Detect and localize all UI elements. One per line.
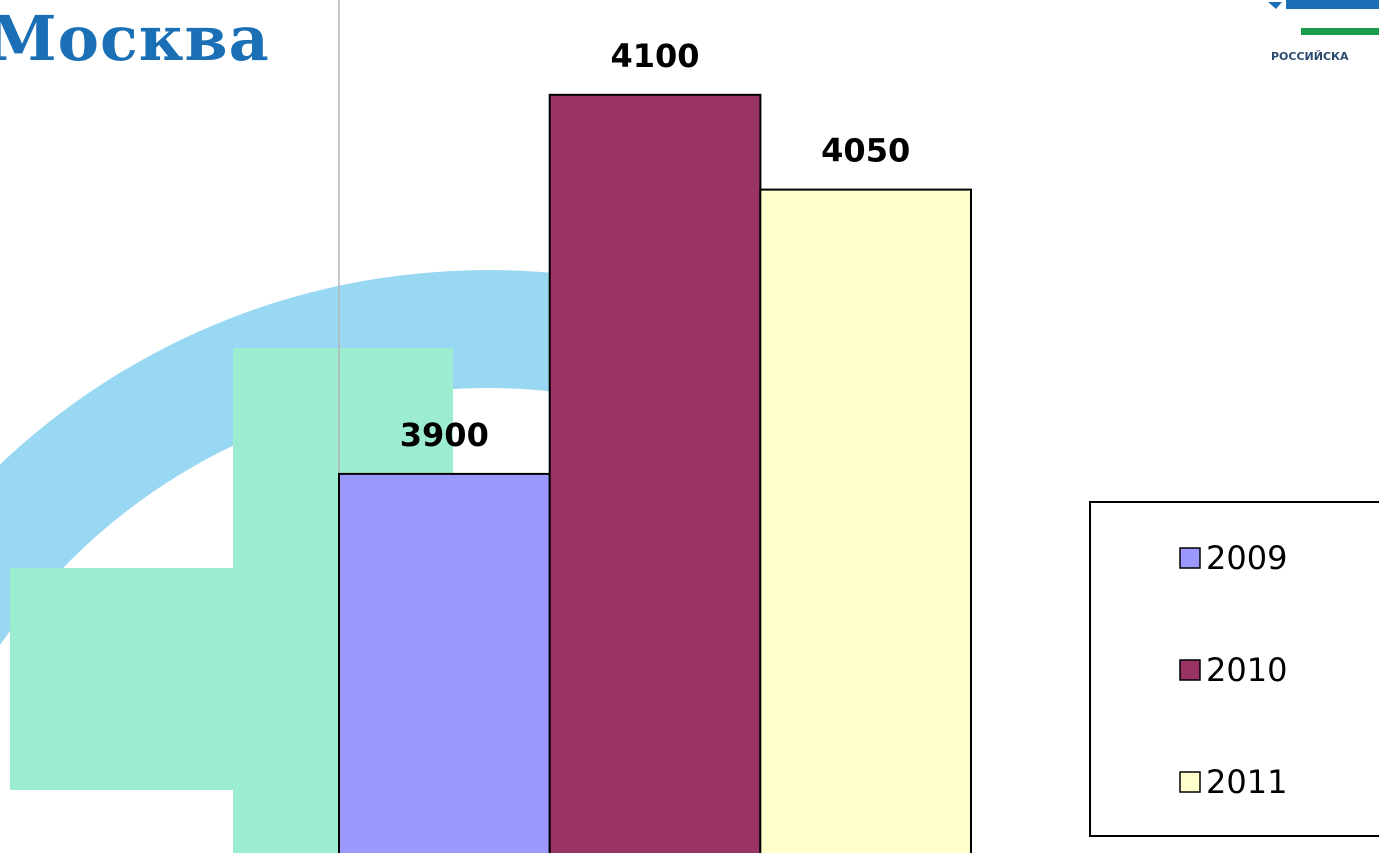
legend-swatch-2011 xyxy=(1179,771,1201,793)
bar-2009 xyxy=(338,472,551,853)
page-title: Москва xyxy=(0,2,270,75)
data-label-2010: 4100 xyxy=(610,37,699,75)
legend: 2009 2010 2011 xyxy=(1089,501,1379,837)
data-label-2009: 3900 xyxy=(400,416,489,454)
legend-swatch-2010 xyxy=(1179,659,1201,681)
legend-swatch-2009 xyxy=(1179,547,1201,569)
logo-icon xyxy=(1268,0,1379,35)
legend-box xyxy=(1089,501,1379,837)
logo-blue-mark xyxy=(1286,0,1379,9)
legend-label-2010: 2010 xyxy=(1206,651,1287,689)
bar-2011 xyxy=(759,188,972,853)
bar-2010 xyxy=(548,93,762,853)
legend-label-2009: 2009 xyxy=(1206,539,1287,577)
data-labels-layer: 3900 4100 4050 xyxy=(400,37,910,454)
legend-label-2011: 2011 xyxy=(1206,763,1287,801)
logo-blue-arrow xyxy=(1268,2,1282,9)
data-label-2011: 4050 xyxy=(821,132,910,170)
logo-green-bar xyxy=(1301,28,1379,35)
logo-caption: РОССИЙСКА xyxy=(1271,50,1349,63)
bars-layer xyxy=(338,93,972,853)
